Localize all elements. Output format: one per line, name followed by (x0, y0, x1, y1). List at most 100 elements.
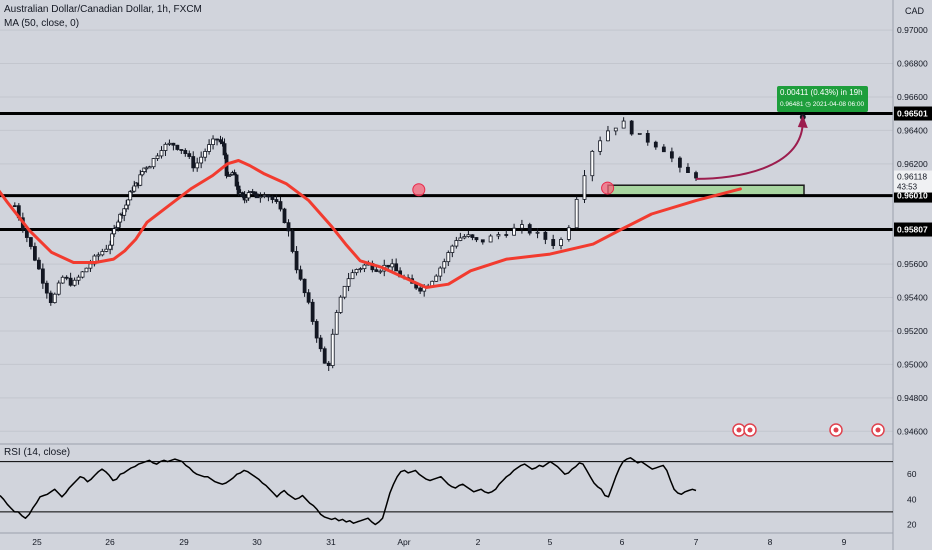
time-tick-label: 5 (548, 537, 553, 547)
candle-body (306, 292, 311, 303)
candle-body (474, 237, 479, 241)
economic-event-icons[interactable] (732, 423, 885, 437)
rsi-tick-label: 20 (907, 519, 917, 529)
candle-body (262, 194, 267, 197)
candle-body (228, 174, 233, 177)
candle-body (278, 201, 283, 210)
candle-body (661, 146, 666, 153)
ma-indicator-label[interactable]: MA (50, close, 0) (4, 18, 80, 29)
candle-body (274, 199, 279, 202)
candle-body (240, 192, 245, 197)
candle-body (629, 120, 634, 135)
candle-body (480, 239, 485, 243)
time-tick-label: 2 (476, 537, 481, 547)
candle-body (108, 244, 113, 250)
candle-body (418, 287, 423, 292)
candle-body (350, 272, 355, 280)
event-icon-dot (747, 427, 753, 433)
rsi-indicator-label[interactable]: RSI (14, close) (4, 447, 71, 458)
candle-body (334, 312, 339, 335)
price-tick-label: 0.96800 (897, 59, 928, 69)
candle-body (96, 254, 101, 257)
candle-body (132, 185, 137, 192)
price-tick-label: 0.95200 (897, 326, 928, 336)
time-tick-label: 9 (842, 537, 847, 547)
last-price-tag (894, 170, 932, 193)
candle-body (60, 276, 65, 284)
candle-body (434, 275, 439, 282)
candle-body (390, 263, 395, 268)
candle-body (678, 157, 682, 168)
price-tick-label: 0.94600 (897, 426, 928, 436)
candle-body (234, 174, 239, 187)
candle-body (232, 172, 237, 176)
candle-body (582, 175, 587, 200)
candle-body (386, 264, 391, 268)
candle-body (88, 263, 93, 269)
candle-body (104, 248, 109, 252)
projection-arrow[interactable] (695, 122, 804, 180)
candle-body (362, 264, 367, 270)
candle-body (374, 269, 379, 272)
measure-detail: 0.96481 ◷ 2021-04-08 06:00 (780, 101, 865, 108)
candle-body (138, 174, 143, 186)
candle-body (100, 251, 105, 256)
candle-body (195, 162, 200, 169)
candle-body (527, 224, 532, 234)
rsi-panel: 60 40 20 (0, 443, 917, 529)
candle-body (378, 270, 383, 273)
measure-box[interactable]: 0.00411 (0.43%) in 19h 0.96481 ◷ 2021-04… (777, 86, 868, 112)
price-tick-label: 0.97000 (897, 25, 928, 35)
candle-body (535, 231, 540, 234)
event-icon-dot (736, 427, 742, 433)
event-markers[interactable] (412, 114, 806, 197)
event-icon-dot (875, 427, 881, 433)
candle-body (32, 246, 37, 261)
candle-body (322, 348, 327, 364)
candle-body (254, 193, 259, 199)
candle-body (116, 221, 121, 228)
price-tick-label: 0.96200 (897, 159, 928, 169)
candle-body (446, 252, 451, 263)
candle-body (203, 151, 208, 158)
price-tick-label: 0.95400 (897, 293, 928, 303)
candle-body (124, 204, 129, 210)
measure-price: 0.96481 (780, 101, 804, 108)
candlestick-series (12, 117, 698, 371)
candle-body (598, 140, 603, 152)
time-tick-label: 29 (179, 537, 189, 547)
candle-body (236, 185, 241, 195)
time-tick-label: 25 (32, 537, 42, 547)
rsi-tick-label: 60 (907, 469, 917, 479)
candle-body (438, 267, 443, 277)
candle-body (637, 132, 642, 135)
candle-body (686, 166, 690, 174)
candle-body (450, 245, 455, 253)
candle-body (147, 166, 152, 169)
price-tick-label: 0.96400 (897, 125, 928, 135)
support-zone[interactable] (607, 184, 805, 197)
measure-date: 2021-04-08 06:00 (812, 101, 865, 108)
candle-body (551, 239, 556, 247)
candle-body (244, 197, 249, 201)
time-axis[interactable]: 25 26 29 30 31 Apr 2 5 6 7 8 9 (0, 532, 893, 547)
event-marker (601, 181, 615, 195)
candle-body (454, 240, 459, 247)
candle-body (290, 230, 295, 252)
candle-body (112, 228, 117, 235)
candle-body (330, 333, 335, 366)
candle-body (298, 269, 303, 280)
candle-body (258, 196, 263, 199)
candle-body (543, 231, 548, 240)
price-tick-label: 0.94800 (897, 393, 928, 403)
candle-body (282, 208, 287, 224)
price-axis[interactable]: 0.97000 0.96800 0.96600 0.96400 0.96200 0.956… (892, 0, 932, 550)
horizontal-levels[interactable] (0, 112, 893, 232)
candle-body (346, 278, 351, 287)
candle-body (144, 167, 149, 170)
candle-body (645, 132, 650, 143)
candle-body (358, 268, 363, 271)
candle-body (68, 277, 73, 286)
candle-body (653, 141, 658, 148)
